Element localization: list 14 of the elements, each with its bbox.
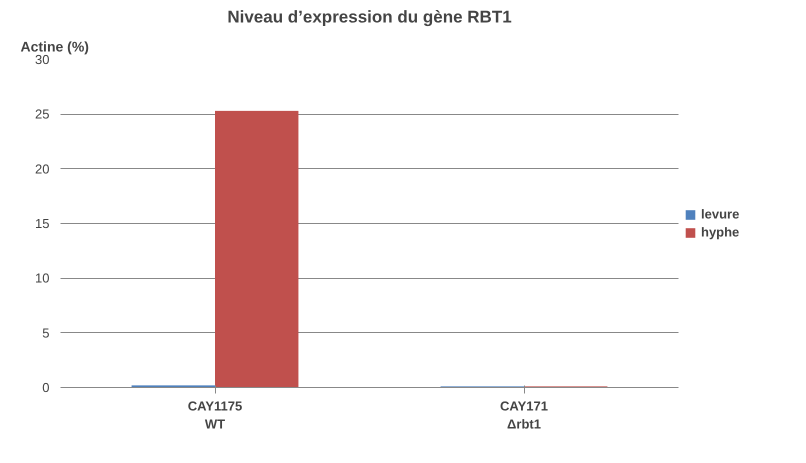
y-tick-label: 20 [35,161,50,176]
legend-label: hyphe [701,224,740,240]
x-tick-label: CAY1175 WT [188,398,242,432]
y-tick-label: 10 [35,270,50,286]
y-axis-title: Actine (%) [20,38,89,54]
y-tick-label: 0 [42,380,50,395]
y-tick-label: 30 [35,52,50,67]
y-tick-label: 25 [35,106,50,122]
y-tick-label: 5 [42,325,50,340]
x-tick-label: CAY171 Δrbt1 [500,398,548,432]
chart-title: Niveau d’expression du gène RBT1 [227,8,512,26]
legend-label: levure [701,206,740,222]
bar [215,110,298,388]
y-tick-label: 15 [35,216,50,231]
